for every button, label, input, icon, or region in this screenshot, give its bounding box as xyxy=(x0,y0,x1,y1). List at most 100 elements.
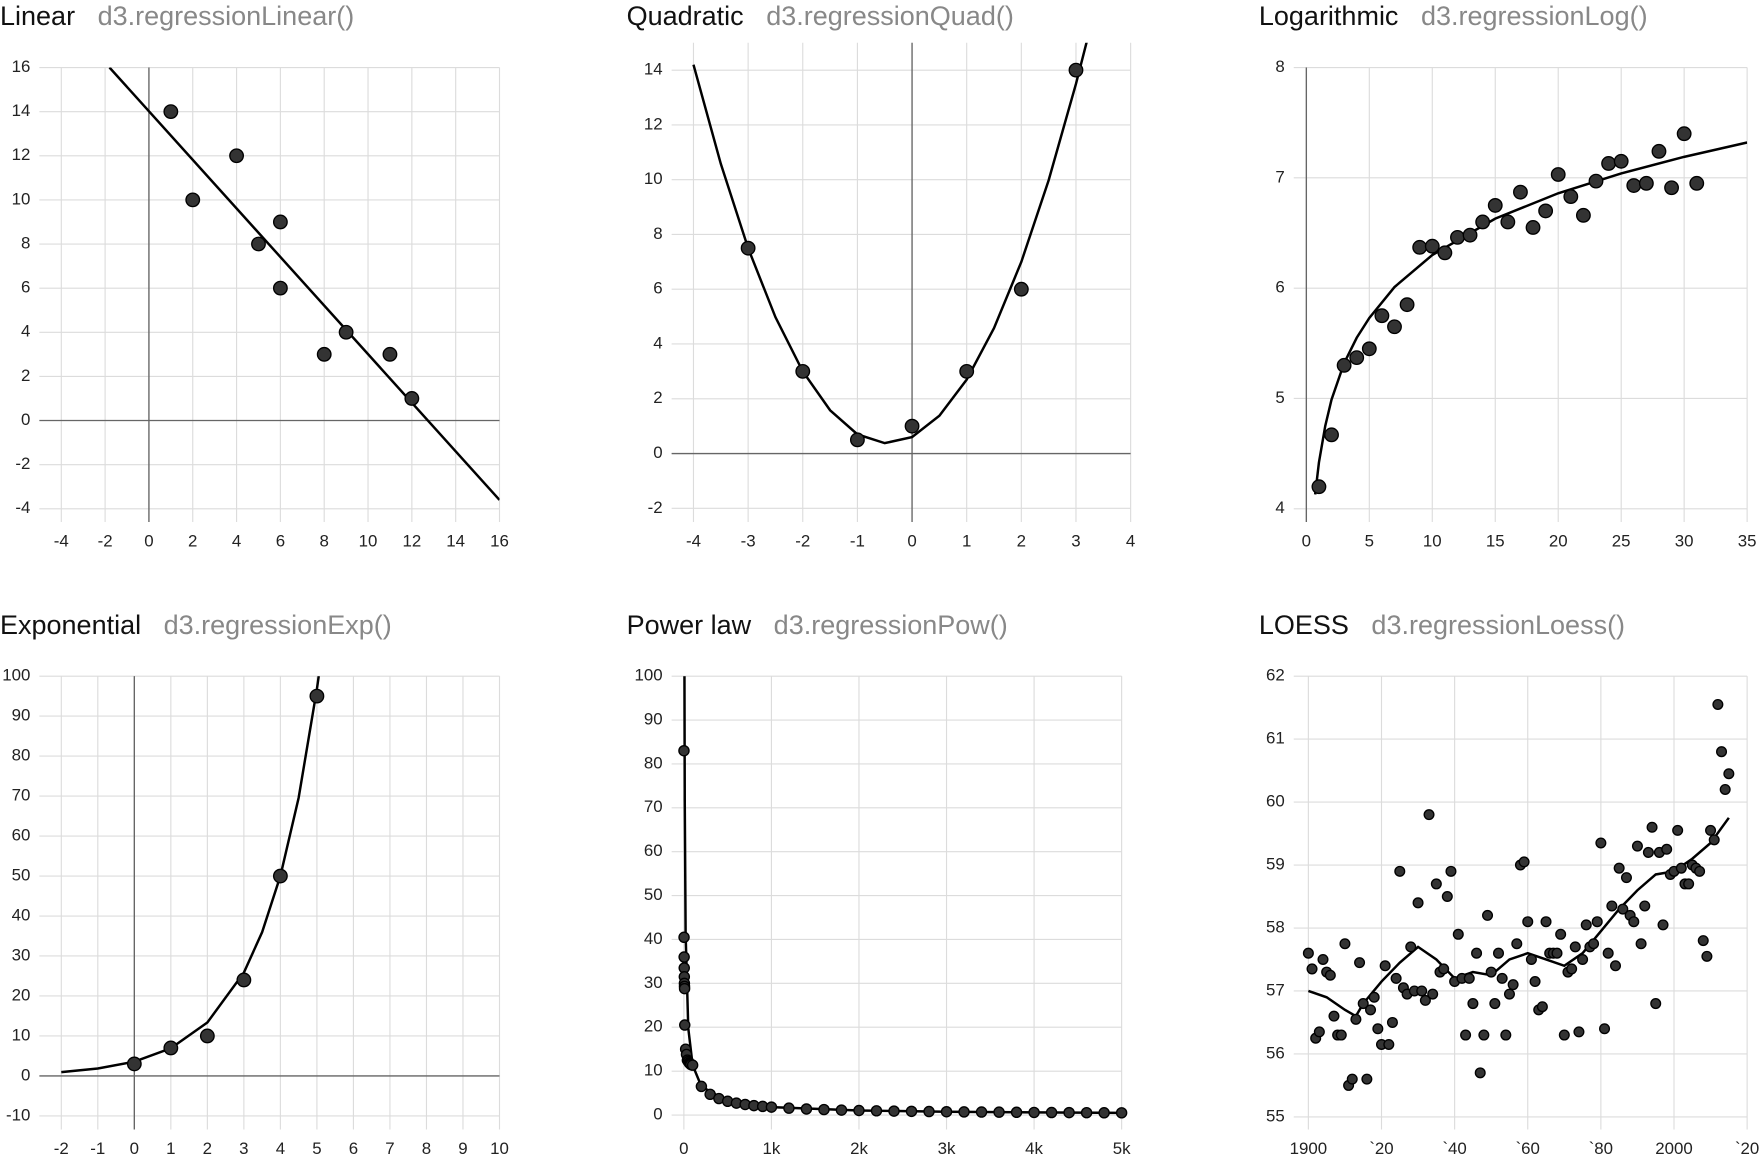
data-point xyxy=(1068,62,1084,78)
x-tick-label: 10 xyxy=(490,1139,509,1158)
x-tick-label: 8 xyxy=(320,532,329,551)
data-point xyxy=(1601,156,1617,171)
data-point xyxy=(1399,297,1415,313)
data-point xyxy=(1361,341,1377,357)
y-tick-label: 7 xyxy=(1275,167,1284,186)
data-point xyxy=(1354,957,1366,969)
data-point xyxy=(1529,976,1541,988)
data-point xyxy=(1694,865,1706,877)
data-point xyxy=(272,280,288,296)
data-point xyxy=(1405,941,1417,953)
data-point xyxy=(1475,214,1491,230)
data-point xyxy=(1575,207,1591,223)
data-point xyxy=(185,192,201,208)
data-point xyxy=(1386,1016,1398,1028)
fit-line xyxy=(108,67,500,501)
y-tick-label: 20 xyxy=(644,1017,663,1036)
chart-title: Exponential xyxy=(0,610,141,640)
data-point xyxy=(1525,220,1541,235)
data-point xyxy=(1324,427,1339,443)
data-point xyxy=(1098,1107,1110,1119)
x-tick-label: 30 xyxy=(1675,532,1694,551)
data-point xyxy=(1478,1029,1490,1041)
y-tick-label: 61 xyxy=(1266,729,1285,748)
data-point xyxy=(1496,972,1508,984)
y-tick-label: 2 xyxy=(653,388,662,407)
data-point xyxy=(1452,928,1464,940)
data-point xyxy=(1675,862,1687,874)
data-point xyxy=(1115,1107,1128,1119)
data-point xyxy=(1324,969,1336,981)
chart-subtitle: d3.regressionLoess() xyxy=(1371,610,1625,640)
data-point xyxy=(1430,878,1442,890)
x-tick-label: 2 xyxy=(188,532,197,551)
data-point xyxy=(1651,143,1667,159)
data-point xyxy=(1339,938,1351,950)
y-tick-label: 30 xyxy=(644,973,663,992)
data-point xyxy=(1609,960,1622,972)
data-point xyxy=(338,324,354,340)
data-point xyxy=(1522,916,1534,928)
data-point xyxy=(1379,960,1391,972)
data-point xyxy=(1558,1029,1570,1041)
data-point xyxy=(1080,1106,1093,1119)
y-tick-label: 8 xyxy=(1275,57,1284,76)
y-tick-label: -2 xyxy=(15,454,30,473)
x-tick-label: 14 xyxy=(446,532,465,551)
data-point xyxy=(1372,1023,1384,1035)
x-tick-label: 0 xyxy=(130,1139,139,1158)
fit-line xyxy=(692,42,1088,445)
x-tick-label: 15 xyxy=(1486,532,1505,551)
data-point xyxy=(1485,966,1497,978)
data-point xyxy=(1474,1067,1486,1079)
chart-title: Logarithmic xyxy=(1259,1,1399,31)
x-tick-label: 10 xyxy=(1423,532,1442,551)
x-tick-label: -1 xyxy=(90,1139,105,1158)
data-point xyxy=(1525,953,1537,965)
chart-subtitle: d3.regressionLog() xyxy=(1421,1,1648,31)
data-point xyxy=(1628,916,1640,928)
data-point xyxy=(1374,308,1390,324)
data-point xyxy=(1482,909,1494,921)
y-tick-label: 12 xyxy=(12,145,31,164)
y-tick-label: 57 xyxy=(1266,980,1285,999)
data-point xyxy=(1346,1073,1358,1085)
data-point xyxy=(309,688,325,704)
y-tick-label: 40 xyxy=(644,929,663,948)
y-tick-label: 58 xyxy=(1266,917,1285,936)
data-point xyxy=(1518,856,1530,868)
data-point xyxy=(1045,1106,1058,1119)
data-point xyxy=(1412,239,1428,255)
x-tick-label: 1k xyxy=(763,1139,781,1158)
x-tick-label: -3 xyxy=(741,532,756,551)
data-point xyxy=(1555,928,1567,940)
data-point xyxy=(1613,862,1625,874)
data-point xyxy=(1028,1106,1040,1119)
x-tick-label: 5 xyxy=(312,1139,321,1158)
data-point xyxy=(1317,953,1329,965)
data-point xyxy=(382,346,398,362)
x-tick-label: `20 xyxy=(1735,1139,1759,1158)
data-point xyxy=(795,363,811,379)
x-tick-label: 25 xyxy=(1612,532,1631,551)
y-tick-label: 14 xyxy=(644,60,663,79)
data-point xyxy=(1551,947,1563,959)
chart-title: Linear xyxy=(0,1,75,31)
x-tick-label: 2 xyxy=(1017,532,1026,551)
data-point xyxy=(1471,947,1483,959)
data-point xyxy=(1638,175,1654,191)
chart-panel: Power law d3.regressionPow() 0 10 20 30 40 50 60… xyxy=(627,610,1131,1158)
data-point xyxy=(1438,963,1450,975)
y-tick-label: 50 xyxy=(12,865,31,884)
data-point xyxy=(678,982,691,995)
data-point xyxy=(163,1040,179,1056)
data-point xyxy=(1580,919,1592,931)
data-point xyxy=(1657,919,1669,931)
data-point xyxy=(1513,184,1528,200)
data-point xyxy=(1566,963,1578,975)
chart-title: Quadratic xyxy=(627,1,744,31)
x-tick-label: 2k xyxy=(850,1139,868,1158)
x-tick-label: -1 xyxy=(850,532,865,551)
data-point xyxy=(1602,947,1614,959)
